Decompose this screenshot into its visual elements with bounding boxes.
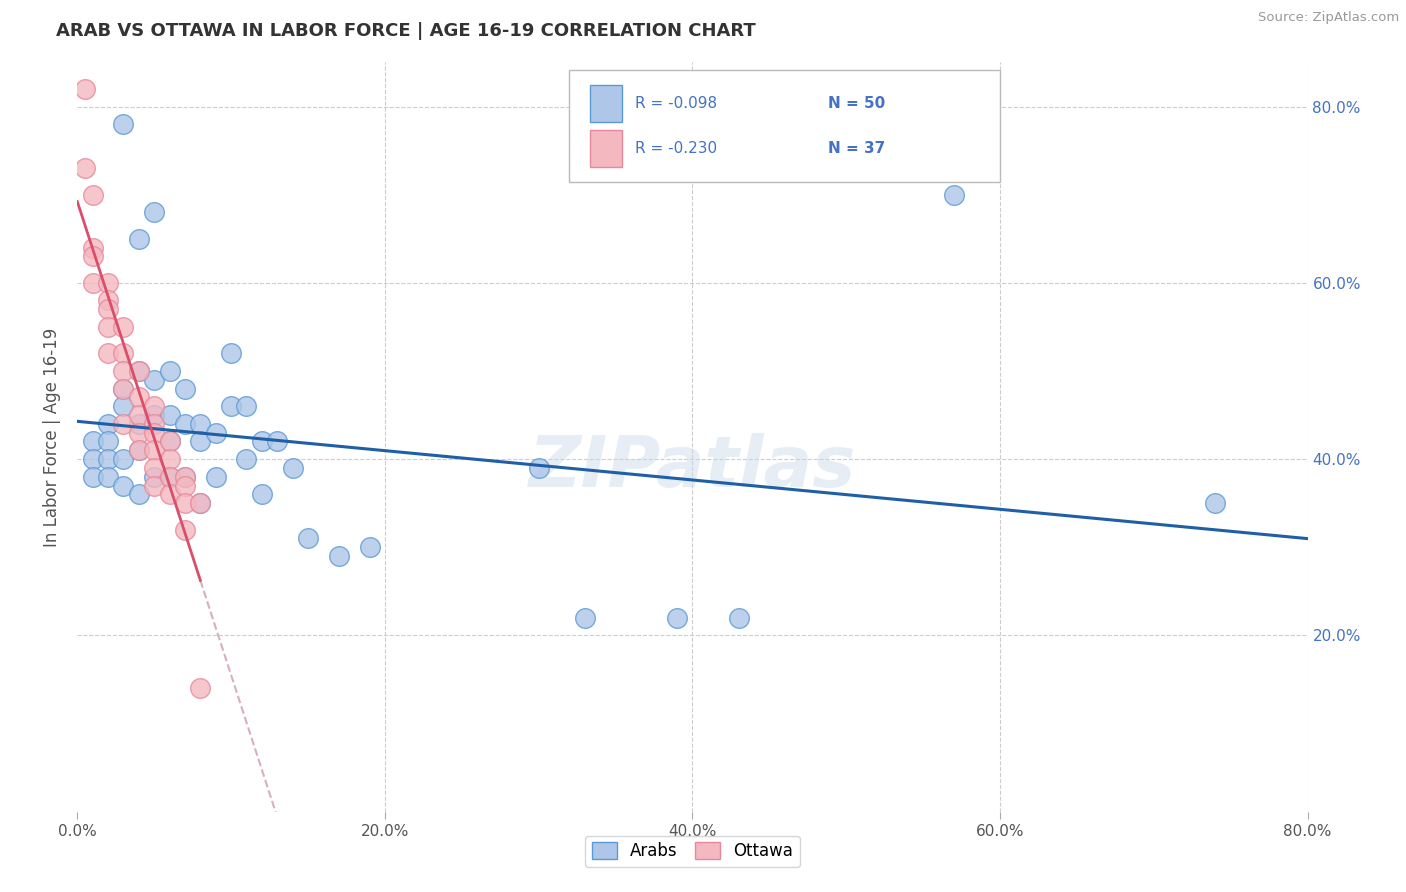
Point (143, 443, 166, 458)
Point (82, 187, 104, 202)
Text: R = -0.098: R = -0.098 (634, 96, 717, 112)
Point (128, 408, 150, 422)
Text: ZIPatlas: ZIPatlas (529, 433, 856, 501)
Point (174, 496, 197, 510)
Point (128, 443, 150, 458)
Point (174, 382, 197, 396)
Point (666, 611, 689, 625)
Point (143, 417, 166, 431)
Point (82, 452, 104, 467)
Point (97, 346, 120, 360)
Point (112, 478, 135, 492)
Point (128, 391, 150, 405)
Point (942, 187, 965, 202)
Point (281, 461, 304, 475)
Bar (591, 85, 623, 122)
Point (250, 434, 273, 449)
Point (159, 434, 181, 449)
Point (97, 434, 120, 449)
Point (174, 469, 197, 483)
Point (143, 205, 166, 219)
Point (112, 364, 135, 378)
Point (159, 408, 181, 422)
Point (204, 425, 226, 440)
Point (188, 496, 212, 510)
Point (128, 487, 150, 501)
Point (328, 549, 350, 563)
Point (727, 611, 749, 625)
Point (297, 532, 319, 546)
Point (97, 417, 120, 431)
Point (174, 523, 197, 537)
Point (97, 276, 120, 290)
Point (128, 425, 150, 440)
Point (97, 302, 120, 317)
Point (112, 399, 135, 413)
Point (359, 541, 381, 555)
Point (128, 417, 150, 431)
Point (112, 346, 135, 360)
Point (159, 487, 181, 501)
Point (128, 443, 150, 458)
Point (112, 382, 135, 396)
Point (188, 496, 212, 510)
Point (204, 469, 226, 483)
Point (82, 469, 104, 483)
Text: R = -0.230: R = -0.230 (634, 141, 717, 156)
Point (112, 319, 135, 334)
Point (174, 417, 197, 431)
Point (188, 434, 212, 449)
Point (159, 469, 181, 483)
Point (128, 364, 150, 378)
Point (112, 382, 135, 396)
Point (82, 249, 104, 263)
Point (219, 399, 242, 413)
Point (97, 469, 120, 483)
Point (97, 452, 120, 467)
Point (73, 161, 96, 176)
Point (159, 434, 181, 449)
Point (250, 487, 273, 501)
Point (73, 82, 96, 96)
Point (143, 373, 166, 387)
Text: Source: ZipAtlas.com: Source: ZipAtlas.com (1258, 11, 1399, 24)
Point (143, 408, 166, 422)
Text: ARAB VS OTTAWA IN LABOR FORCE | AGE 16-19 CORRELATION CHART: ARAB VS OTTAWA IN LABOR FORCE | AGE 16-1… (56, 22, 756, 40)
Point (97, 293, 120, 308)
Point (97, 319, 120, 334)
Bar (591, 130, 623, 168)
Point (266, 434, 288, 449)
Point (159, 364, 181, 378)
Text: N = 37: N = 37 (828, 141, 884, 156)
Point (235, 399, 257, 413)
Point (112, 452, 135, 467)
Y-axis label: In Labor Force | Age 16-19: In Labor Force | Age 16-19 (44, 327, 62, 547)
Text: N = 50: N = 50 (828, 96, 884, 112)
Point (112, 117, 135, 131)
Point (188, 681, 212, 696)
Point (174, 478, 197, 492)
Point (219, 346, 242, 360)
Point (527, 461, 550, 475)
Point (143, 461, 166, 475)
Point (112, 417, 135, 431)
Point (82, 434, 104, 449)
Point (159, 469, 181, 483)
Point (82, 241, 104, 255)
FancyBboxPatch shape (569, 70, 1000, 182)
Point (174, 469, 197, 483)
Point (128, 232, 150, 246)
Point (159, 452, 181, 467)
Point (143, 469, 166, 483)
Point (143, 425, 166, 440)
Legend: Arabs, Ottawa: Arabs, Ottawa (585, 836, 800, 867)
Point (574, 611, 596, 625)
Point (128, 364, 150, 378)
Point (82, 276, 104, 290)
Point (188, 417, 212, 431)
Point (143, 399, 166, 413)
Point (1204, 496, 1226, 510)
Point (143, 478, 166, 492)
Point (235, 452, 257, 467)
